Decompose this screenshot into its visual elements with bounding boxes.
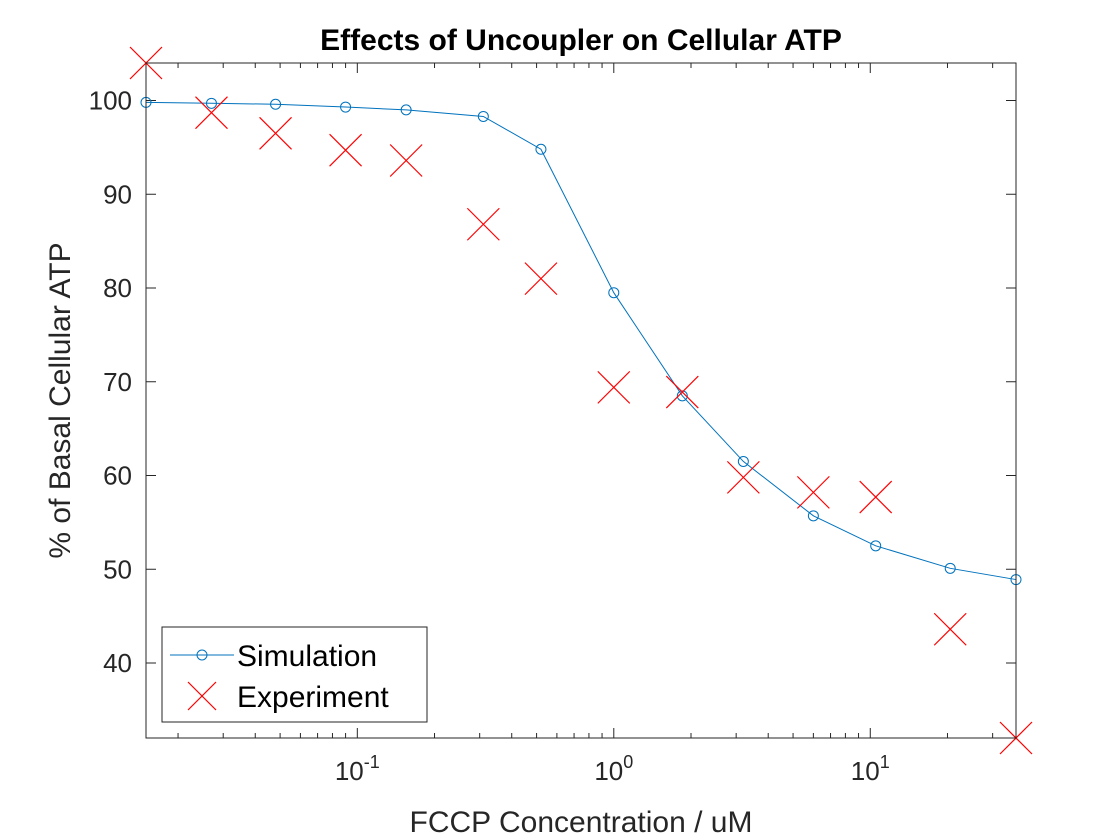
experiment-point	[933, 612, 967, 646]
experiment-point	[859, 480, 893, 514]
experiment-point	[389, 144, 423, 177]
y-tick-label: 70	[103, 367, 132, 397]
series-experiment	[129, 46, 1033, 755]
legend: Simulation Experiment	[161, 626, 428, 723]
legend-marker	[187, 681, 217, 711]
ticks-layer: 40 50 60 70 80 90 100 10-1 100 101	[89, 63, 1016, 786]
legend-label: Experiment	[237, 681, 389, 714]
experiment-point	[726, 460, 760, 494]
simulation-point	[340, 101, 352, 113]
legend-box	[161, 626, 428, 723]
experiment-point	[524, 262, 558, 296]
experiment-point	[796, 475, 830, 509]
simulation-point	[676, 390, 688, 402]
experiment-point	[665, 375, 699, 409]
simulation-point	[608, 287, 620, 299]
legend-item-experiment: Experiment	[187, 681, 389, 714]
simulation-point	[737, 455, 749, 467]
simulation-point	[870, 540, 882, 552]
experiment-point	[466, 207, 500, 241]
simulation-point	[270, 98, 282, 110]
simulation-point	[477, 110, 489, 122]
y-tick-label: 50	[103, 554, 132, 584]
x-tick-label: 101	[851, 752, 890, 786]
simulation-point	[807, 510, 819, 522]
experiment-point	[329, 133, 363, 167]
x-tick-label: 100	[594, 752, 633, 786]
x-tick-label: 10-1	[335, 752, 380, 786]
plot-area	[146, 63, 1016, 738]
y-tick-label: 60	[103, 461, 132, 491]
x-axis-label: FCCP Concentration / uM	[410, 806, 753, 839]
simulation-point	[400, 104, 412, 116]
experiment-point	[259, 116, 292, 150]
simulation-point	[205, 97, 217, 109]
experiment-point	[597, 370, 631, 404]
legend-label: Simulation	[237, 640, 377, 673]
y-tick-label: 100	[89, 86, 132, 116]
experiment-point	[195, 96, 228, 130]
y-tick-label: 80	[103, 273, 132, 303]
y-tick-label: 90	[103, 179, 132, 209]
series-layer	[129, 46, 1033, 755]
chart-title: Effects of Uncoupler on Cellular ATP	[320, 24, 842, 57]
axes-box	[145, 62, 1017, 739]
y-tick-label: 40	[103, 648, 132, 678]
simulation-point	[535, 143, 547, 155]
legend-marker	[196, 649, 208, 661]
simulation-line	[145, 101, 1017, 581]
legend-item-simulation: Simulation	[170, 640, 377, 673]
y-axis-label: % of Basal Cellular ATP	[44, 242, 77, 558]
simulation-point	[944, 562, 956, 574]
